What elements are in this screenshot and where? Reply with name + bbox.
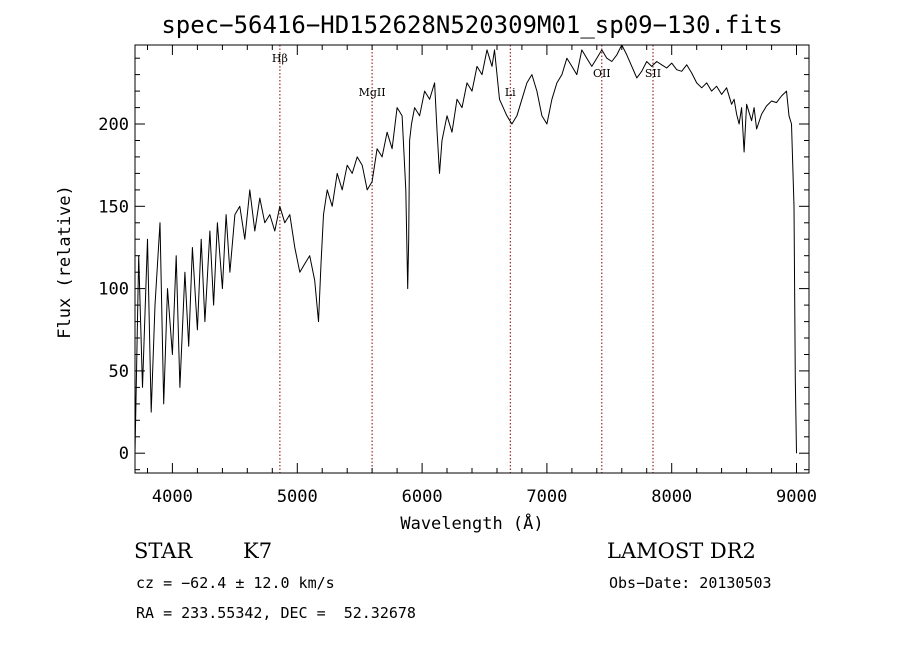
x-tick-label-5: 9000 [776, 487, 817, 507]
marker-label-2: Li [505, 86, 516, 99]
x-tick-label-2: 6000 [402, 487, 443, 507]
marker-label-4: SII [645, 67, 661, 80]
y-tick-label-1: 50 [109, 362, 129, 382]
x-tick-label-1: 5000 [277, 487, 318, 507]
marker-label-0: Hβ [272, 52, 288, 65]
marker-label-3: OII [593, 67, 611, 80]
observation-date: Obs−Date: 20130503 [609, 574, 772, 592]
spectrum-series-line [134, 44, 797, 454]
coordinates: RA = 233.55342, DEC = 52.32678 [136, 604, 416, 622]
x-tick-label-4: 8000 [651, 487, 692, 507]
chart-title: spec−56416−HD152628N520309M01_sp09−130.f… [161, 11, 782, 39]
marker-label-1: MgII [359, 86, 386, 99]
redshift-cz: cz = −62.4 ± 12.0 km/s [136, 574, 335, 592]
y-axis: 0 50 100 150 200 [98, 57, 809, 471]
y-tick-label-4: 200 [98, 115, 129, 135]
spectral-line-markers: Hβ MgII Li OII SII [272, 45, 661, 473]
object-subclass: K7 [243, 539, 273, 563]
survey-name: LAMOST DR2 [607, 539, 756, 563]
x-tick-label-3: 7000 [526, 487, 567, 507]
y-tick-label-3: 150 [98, 197, 129, 217]
x-tick-label-0: 4000 [152, 487, 193, 507]
x-axis-label: Wavelength (Å) [400, 512, 543, 534]
plot-frame [134, 44, 810, 474]
object-class: STAR [134, 539, 193, 563]
y-axis-label: Flux (relative) [55, 185, 75, 339]
y-tick-label-0: 0 [119, 444, 129, 464]
x-axis: 4000 5000 6000 7000 8000 9000 [147, 45, 817, 507]
y-tick-label-2: 100 [98, 280, 129, 300]
